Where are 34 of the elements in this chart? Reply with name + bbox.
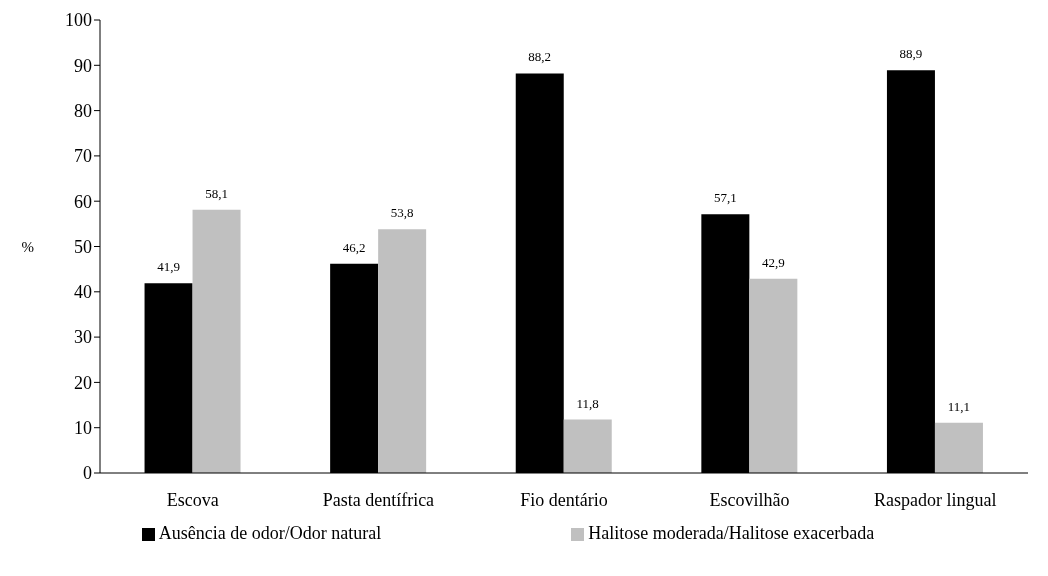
y-tick-label: 30 (74, 327, 92, 348)
data-label: 58,1 (205, 185, 228, 201)
data-label: 88,2 (528, 49, 552, 65)
x-tick-label: Pasta dentífrica (322, 489, 435, 510)
data-label: 53,8 (390, 205, 414, 221)
x-tick-label: Fio dentário (520, 489, 608, 510)
bar (563, 419, 612, 473)
legend-label: Halitose moderada/Halitose exacerbada (588, 523, 875, 543)
x-tick-label: Raspador lingual (873, 489, 997, 510)
x-tick-label: Escova (166, 489, 219, 510)
y-axis-title: % (21, 238, 34, 255)
data-label: 42,9 (761, 254, 785, 270)
legend-label: Ausência de odor/Odor natural (158, 523, 382, 543)
y-tick-label: 0 (83, 463, 92, 484)
y-tick-label: 80 (74, 100, 92, 121)
y-tick-label: 70 (74, 146, 92, 167)
y-tick-label: 20 (74, 372, 92, 393)
bar (749, 278, 798, 473)
y-tick-label: 90 (74, 55, 92, 76)
y-tick-label: 100 (65, 10, 92, 31)
bar (378, 229, 427, 473)
bar (934, 422, 983, 473)
data-label: 41,9 (157, 259, 180, 275)
bar (192, 209, 241, 473)
data-label: 88,9 (899, 46, 923, 62)
data-label: 11,8 (576, 395, 599, 411)
y-tick-label: 10 (74, 418, 92, 439)
y-tick-label: 40 (74, 282, 92, 303)
data-label: 11,1 (947, 398, 971, 414)
y-tick-label: 50 (74, 236, 92, 257)
y-tick-label: 60 (74, 191, 92, 212)
x-tick-label: Escovilhão (709, 489, 790, 510)
data-label: 46,2 (342, 239, 366, 255)
data-label: 57,1 (713, 190, 737, 206)
